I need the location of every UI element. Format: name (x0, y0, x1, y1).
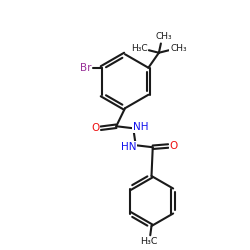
Text: CH₃: CH₃ (170, 44, 187, 53)
Text: O: O (91, 123, 100, 133)
Text: O: O (170, 141, 178, 151)
Text: NH: NH (132, 122, 148, 132)
Text: CH₃: CH₃ (156, 32, 172, 41)
Text: H₃C: H₃C (140, 238, 158, 246)
Text: Br: Br (80, 63, 91, 73)
Text: HN: HN (121, 142, 136, 152)
Text: H₃C: H₃C (131, 44, 148, 53)
